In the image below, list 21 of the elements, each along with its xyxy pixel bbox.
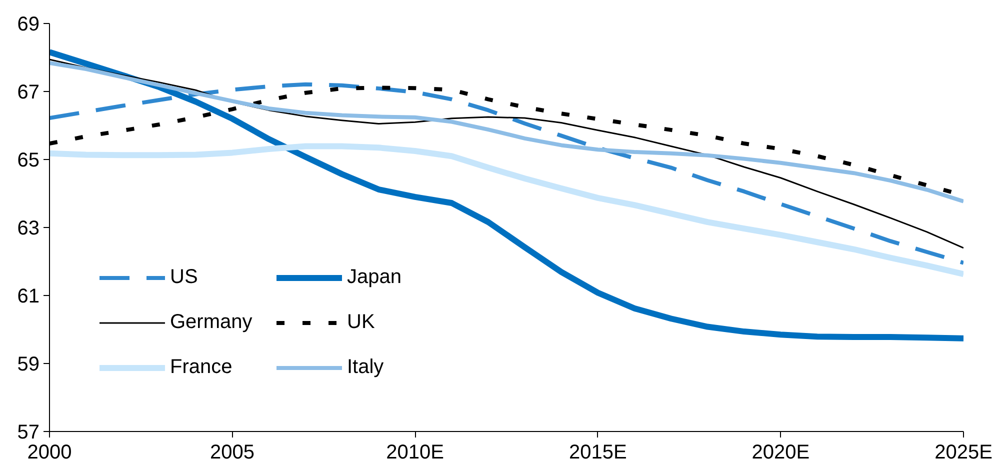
y-tick-label: 63 [17,218,40,240]
legend-label: Germany [170,310,254,335]
legend-label: France [170,355,234,380]
line-series [50,82,964,265]
x-tick-label: 2000 [27,442,72,464]
x-tick-label: 2025E [934,442,992,464]
y-tick-label: 61 [17,286,40,308]
y-tick-label: 69 [17,14,40,36]
legend-label: Italy [347,355,385,380]
legend-label: US [170,265,199,290]
legend-label: UK [347,310,376,335]
x-tick-label: 2005 [210,442,255,464]
x-tick-label: 2010E [386,442,444,464]
y-tick-label: 59 [17,354,40,376]
line-series [50,60,964,204]
y-tick-label: 57 [17,422,40,444]
legend-label: Japan [347,265,402,290]
y-tick-label: 65 [17,150,40,172]
x-tick-label: 2020E [752,442,810,464]
x-tick-label: 2015E [568,442,627,464]
y-tick-label: 67 [17,82,40,104]
